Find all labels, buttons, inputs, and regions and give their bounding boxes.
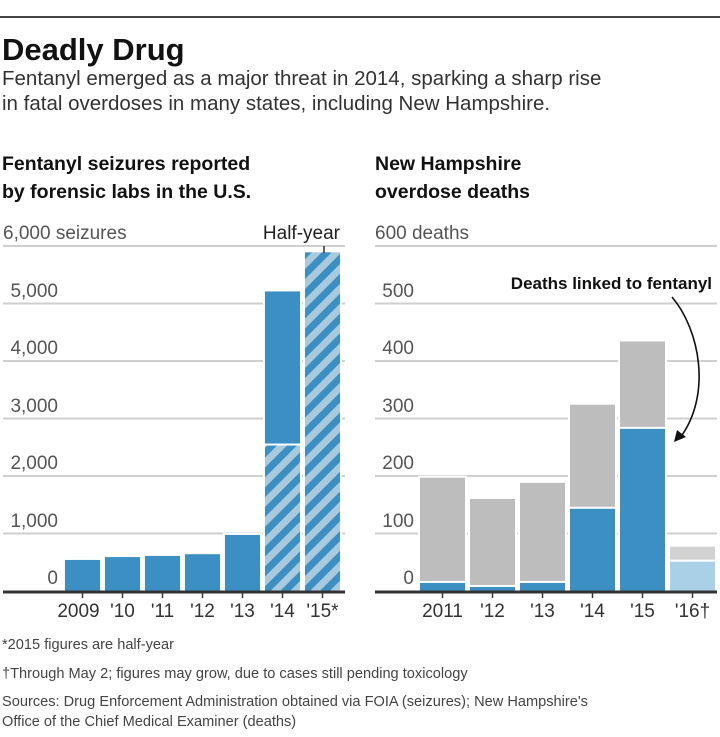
y-tick-label: 400 [382,338,414,359]
y-unit-label: 600 deaths [375,223,470,244]
y-tick-label: 4,000 [10,338,58,359]
y-tick-label: 1,000 [10,510,58,532]
x-tick-label: '16† [674,601,711,622]
other-deaths-bar [520,482,565,581]
footnote-2: †Through May 2; figures may grow, due to… [2,666,468,682]
arrowhead-icon [674,430,686,442]
seizure-bar [105,557,140,591]
footnote-1: *2015 figures are half-year [2,637,174,653]
seizures-chart [3,245,345,598]
page-title: Deadly Drug [2,32,185,67]
seizure-bar-hatched [265,445,300,591]
x-tick-label: 2009 [57,601,100,622]
y-tick-label: 3,000 [10,395,58,417]
other-deaths-bar [570,404,615,507]
x-tick-label: '13 [530,601,555,622]
right-chart-title-2: overdose deaths [375,181,530,203]
other-deaths-bar [420,477,465,581]
seizure-bar [225,534,260,591]
y-tick-label: 0 [47,568,58,589]
seizure-bar [145,555,180,591]
footnote-sources-2: Office of the Chief Medical Examiner (de… [2,714,297,730]
x-tick-label: '11 [150,601,175,622]
y-unit-label: 6,000 seizures [3,223,127,244]
other-deaths-bar [470,499,515,585]
other-deaths-bar [620,341,665,427]
subtitle-line-1: Fentanyl emerged as a major threat in 20… [2,67,602,90]
annotation-arrow [671,296,700,439]
fentanyl-deaths-bar [520,582,565,591]
fentanyl-deaths-bar [620,428,665,591]
x-tick-label: '15* [306,601,339,622]
x-tick-label: '14 [270,601,295,622]
seizure-bar-hatched [305,252,340,591]
subtitle-line-2: in fatal overdoses in many states, inclu… [2,92,551,115]
x-tick-label: '15 [630,601,655,622]
half-year-annotation: Half-year [262,223,340,244]
left-chart-title-2: by forensic labs in the U.S. [2,181,252,203]
other-deaths-bar [670,546,715,560]
x-tick-label: '10 [110,601,135,622]
x-tick-label: '12 [480,601,505,622]
seizure-bar [185,554,220,591]
y-tick-label: 200 [382,453,414,474]
fentanyl-deaths-bar [570,508,615,591]
x-tick-label: '14 [580,601,605,622]
fentanyl-annotation: Deaths linked to fentanyl [510,274,712,293]
deaths-chart [375,245,717,598]
x-tick-label: 2011 [422,601,463,622]
y-tick-label: 2,000 [10,453,58,474]
x-tick-label: '13 [230,601,255,622]
y-tick-label: 5,000 [10,280,58,302]
y-tick-label: 500 [382,280,414,302]
y-tick-label: 0 [403,568,414,589]
y-tick-label: 300 [382,395,414,417]
fentanyl-deaths-bar [470,586,515,591]
fentanyl-deaths-bar [670,561,715,591]
left-chart-title-1: Fentanyl seizures reported [2,153,251,175]
fentanyl-deaths-bar [420,582,465,591]
x-tick-label: '12 [190,601,215,622]
y-tick-label: 100 [382,510,414,532]
seizure-bar [65,559,100,591]
right-chart-title-1: New Hampshire [375,153,522,175]
footnote-sources-1: Sources: Drug Enforcement Administration… [2,694,588,710]
seizure-bar [265,291,300,444]
